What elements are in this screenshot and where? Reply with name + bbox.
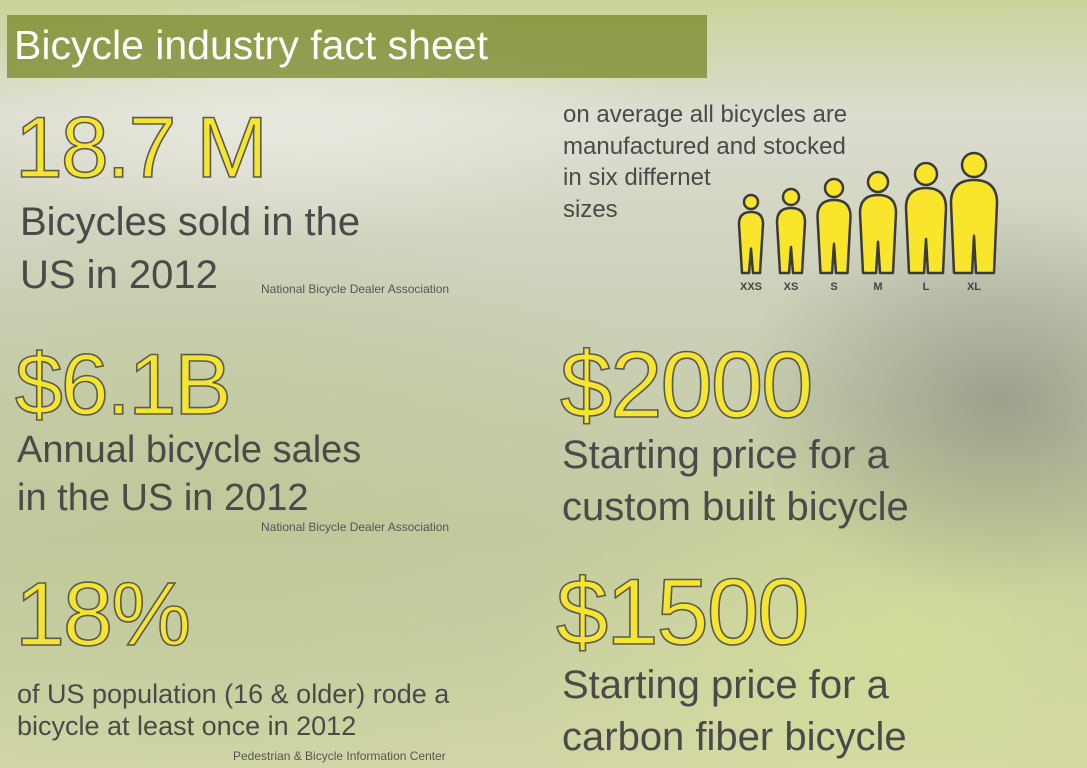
size-label: XS [784, 281, 799, 293]
person-head [960, 151, 988, 179]
size-label: XL [967, 281, 981, 293]
figure: $1500 [555, 559, 810, 664]
person-body [949, 178, 999, 275]
figure: 18% [14, 565, 192, 665]
person-body [858, 193, 898, 275]
size-label: L [923, 281, 930, 293]
source: Pedestrian & Bicycle Information Center [233, 749, 446, 763]
sizes-text: manufactured and stocked [563, 133, 846, 160]
description: of US population (16 & older) rode a [17, 679, 450, 709]
size-label: M [873, 281, 882, 293]
description: Bicycles sold in the [20, 200, 361, 244]
source: National Bicycle Dealer Association [261, 520, 450, 534]
figure: $6.1B [14, 337, 232, 433]
person-body [737, 210, 765, 275]
description: custom built bicycle [562, 485, 909, 529]
description: US in 2012 [20, 253, 218, 297]
description: in the US in 2012 [17, 477, 309, 519]
person-head [913, 161, 939, 187]
source: National Bicycle Dealer Association [261, 282, 450, 296]
person-body [775, 206, 807, 275]
description: bicycle at least once in 2012 [17, 711, 357, 741]
sizes-text: in six differnet [563, 164, 711, 191]
person-body [816, 198, 852, 275]
person-head [742, 193, 760, 211]
size-label: XXS [740, 281, 762, 293]
sizes-text: sizes [563, 196, 618, 223]
person-head [866, 170, 890, 194]
sizes-text: on average all bicycles are [563, 101, 848, 128]
person-head [781, 187, 801, 207]
description: Starting price for a [562, 663, 889, 707]
title: Bicycle industry fact sheet [14, 22, 488, 68]
size-label: S [830, 281, 837, 293]
figure: $2000 [559, 332, 814, 437]
description: Annual bicycle sales [17, 429, 362, 471]
description: Starting price for a [562, 433, 889, 477]
person-head [823, 177, 845, 199]
description: carbon fiber bicycle [562, 715, 907, 759]
figure: 18.7 M [14, 100, 269, 196]
title-bar [7, 15, 707, 78]
person-body [904, 186, 948, 275]
